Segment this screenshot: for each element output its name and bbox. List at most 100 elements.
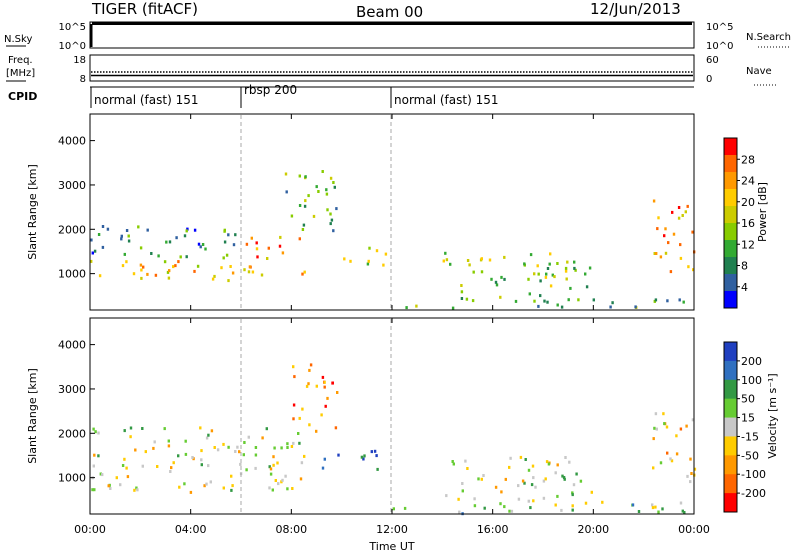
velocity-cell (210, 429, 214, 433)
velocity-cell (665, 425, 669, 429)
velocity-cell (689, 480, 692, 484)
velocity-cell (227, 445, 230, 449)
power-cell (375, 249, 379, 253)
velocity-cell (93, 488, 96, 492)
power-cell (384, 252, 388, 256)
power-cell (677, 216, 681, 220)
power-colorbar-label: Power [dB] (756, 182, 769, 242)
velocity-cell (129, 426, 133, 430)
velocity-cell (562, 476, 566, 479)
power-cell (127, 239, 131, 243)
power-cell (460, 297, 464, 300)
velocity-cell (169, 470, 172, 473)
velocity-cell (297, 432, 300, 435)
power-cell (494, 280, 498, 284)
power-cell (573, 266, 576, 270)
power-cell (220, 266, 223, 270)
velocity-ytick-label: 2000 (58, 427, 86, 440)
velocity-cell (141, 464, 144, 468)
velocity-cell (298, 416, 301, 420)
velocity-cell (675, 452, 679, 456)
velocity-cell (675, 434, 678, 438)
power-cell (168, 240, 172, 244)
velocity-cell (184, 439, 187, 443)
power-colorbar-tick-label: 8 (741, 260, 748, 273)
power-cell (663, 234, 666, 238)
velocity-cell (547, 462, 551, 466)
power-cell (656, 227, 659, 231)
velocity-cell (101, 473, 104, 477)
velocity-cell (286, 446, 289, 449)
power-cell (480, 270, 484, 274)
power-cell (611, 301, 614, 305)
power-cell (179, 255, 182, 259)
velocity-cell (274, 479, 277, 482)
power-cell (196, 264, 200, 268)
power-cell (543, 299, 546, 303)
velocity-cell (126, 475, 130, 479)
power-cell (211, 277, 215, 281)
velocity-cell (572, 483, 576, 487)
velocity-cell (203, 484, 206, 488)
velocity-cell (590, 490, 593, 494)
velocity-cell (579, 479, 583, 483)
velocity-cell (321, 375, 325, 379)
velocity-cell (685, 424, 688, 428)
power-cell (325, 192, 329, 196)
velocity-cell (200, 449, 203, 453)
velocity-cell (508, 509, 511, 513)
velocity-cell (300, 461, 304, 465)
velocity-cell (556, 494, 559, 498)
power-cell (332, 229, 335, 233)
power-cell (266, 257, 269, 260)
velocity-cell (242, 453, 245, 457)
velocity-colorbar-swatch (724, 379, 737, 400)
velocity-cell (284, 474, 287, 478)
power-cell (565, 277, 568, 281)
power-cell (566, 260, 569, 264)
velocity-cell (527, 499, 530, 503)
power-cell (303, 204, 307, 208)
velocity-cell (99, 472, 102, 476)
velocity-cell (315, 384, 318, 388)
power-cell (279, 235, 282, 239)
x-tick-label: 00:00 (74, 523, 106, 536)
power-cell (544, 275, 548, 279)
power-cell (442, 259, 445, 263)
power-cell (667, 241, 670, 245)
velocity-cell (571, 493, 574, 497)
power-cell (140, 268, 143, 272)
power-cell (199, 245, 202, 249)
power-cell (243, 268, 246, 272)
velocity-cell (693, 467, 697, 471)
power-cell (652, 199, 656, 203)
power-cell (366, 262, 370, 266)
power-cell (659, 255, 663, 259)
freq-panel (89, 54, 695, 82)
velocity-cell (504, 477, 507, 481)
velocity-cell (191, 456, 194, 459)
velocity-colorbar-swatch (724, 417, 737, 437)
velocity-cell (125, 466, 128, 470)
velocity-cell (94, 430, 97, 434)
power-cell (168, 269, 171, 273)
velocity-cell (254, 446, 258, 449)
velocity-cell (323, 457, 326, 461)
power-cell (666, 299, 669, 303)
power-cell (634, 305, 637, 309)
velocity-cell (320, 413, 323, 417)
power-cell (672, 232, 676, 236)
power-cell (106, 227, 110, 231)
power-cell (678, 298, 681, 302)
velocity-cell (308, 423, 311, 427)
power-cell (472, 270, 475, 274)
freq-label-1: Freq. (8, 55, 33, 66)
velocity-cell (669, 457, 672, 461)
velocity-cell (261, 436, 264, 440)
power-cell (382, 263, 385, 267)
velocity-cell (167, 444, 171, 448)
velocity-cell (222, 486, 225, 490)
power-cell (304, 175, 307, 179)
power-cell (573, 260, 576, 264)
power-cell (154, 273, 158, 277)
